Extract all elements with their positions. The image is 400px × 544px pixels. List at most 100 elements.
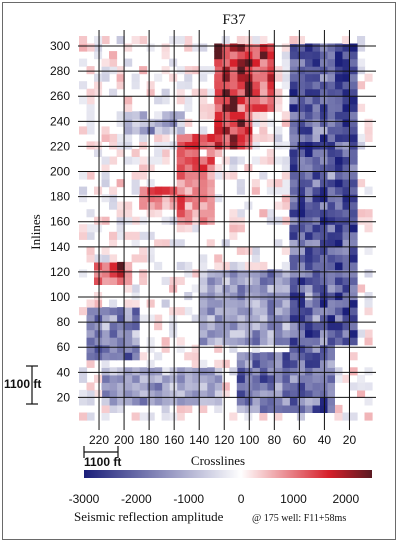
heatmap-cell [139, 382, 148, 391]
heatmap-cell [266, 209, 275, 218]
heatmap-cell [184, 43, 193, 52]
heatmap-cell [214, 254, 223, 263]
heatmap-cell [296, 359, 305, 368]
heatmap-cell [259, 118, 268, 127]
heatmap-cell [94, 254, 103, 263]
heatmap-cell [176, 261, 185, 270]
heatmap-cell [349, 261, 358, 270]
heatmap-cell [86, 118, 95, 127]
heatmap-cell [236, 103, 245, 112]
heatmap-cell [296, 367, 305, 376]
heatmap-cell [176, 224, 185, 233]
heatmap-cell [341, 284, 350, 293]
heatmap-cell [341, 58, 350, 67]
heatmap-cell [349, 292, 358, 301]
heatmap-cell [154, 261, 163, 270]
heatmap-cell [184, 389, 193, 398]
heatmap-cell [221, 66, 230, 75]
heatmap-cell [229, 292, 238, 301]
heatmap-cell [184, 201, 193, 210]
heatmap-cell [274, 73, 283, 82]
heatmap-cell [184, 148, 193, 157]
heatmap-cell [229, 307, 238, 316]
heatmap-cell [311, 344, 320, 353]
heatmap-cell [229, 96, 238, 105]
heatmap-cell [154, 239, 163, 248]
heatmap-cell [199, 292, 208, 301]
heatmap-cell [251, 66, 260, 75]
heatmap-cell [289, 103, 298, 112]
heatmap-cell [191, 269, 200, 278]
heatmap-cell [274, 307, 283, 316]
heatmap-cell [236, 73, 245, 82]
heatmap-cell [266, 148, 275, 157]
heatmap-cell [199, 314, 208, 323]
heatmap-cell [236, 43, 245, 52]
heatmap-cell [341, 224, 350, 233]
heatmap-cell [341, 96, 350, 105]
heatmap-cell [131, 81, 140, 90]
heatmap-cell [311, 337, 320, 346]
heatmap-cell [221, 103, 230, 112]
heatmap-cell [251, 329, 260, 338]
heatmap-cell [131, 412, 140, 421]
heatmap-cell [304, 58, 313, 67]
heatmap-cell [214, 382, 223, 391]
heatmap-cell [131, 171, 140, 180]
heatmap-cell [221, 382, 230, 391]
heatmap-cell [94, 81, 103, 90]
heatmap-cell [289, 239, 298, 248]
heatmap-cell [311, 397, 320, 406]
heatmap-cell [199, 397, 208, 406]
y-tick-label: 80 [57, 315, 71, 329]
heatmap-cell [221, 133, 230, 142]
heatmap-cell [334, 224, 343, 233]
heatmap-cell [341, 276, 350, 285]
heatmap-cell [304, 239, 313, 248]
heatmap-cell [214, 404, 223, 413]
heatmap-cell [206, 156, 215, 165]
heatmap-cell [319, 103, 328, 112]
heatmap-cell [326, 66, 335, 75]
heatmap-cell [296, 148, 305, 157]
heatmap-cell [259, 367, 268, 376]
heatmap-cell [146, 344, 155, 353]
heatmap-cell [319, 404, 328, 413]
heatmap-cell [109, 133, 118, 142]
heatmap-cell [221, 73, 230, 82]
y-tick-label: 220 [50, 139, 70, 153]
heatmap-cell [131, 36, 140, 45]
vertical-scale-bar: 1100 ft [4, 365, 41, 405]
heatmap-cell [184, 73, 193, 82]
heatmap-cell [304, 374, 313, 383]
heatmap-cell [304, 389, 313, 398]
heatmap-cell [131, 186, 140, 195]
heatmap-cell [199, 171, 208, 180]
heatmap-cell [109, 374, 118, 383]
heatmap-cell [326, 58, 335, 67]
heatmap-cell [259, 96, 268, 105]
heatmap-cell [251, 382, 260, 391]
heatmap-cell [146, 88, 155, 97]
heatmap-cell [357, 133, 366, 142]
heatmap-cell [131, 329, 140, 338]
heatmap-cell [244, 201, 253, 210]
heatmap-cell [101, 156, 110, 165]
heatmap-cell [109, 51, 118, 60]
heatmap-cell [319, 194, 328, 203]
heatmap-cell [357, 209, 366, 218]
heatmap-cell [154, 133, 163, 142]
heatmap-cell [184, 118, 193, 127]
heatmap-cell [116, 179, 125, 188]
heatmap-cell [176, 111, 185, 120]
heatmap-cell [266, 73, 275, 82]
heatmap-cell [357, 179, 366, 188]
heatmap-cell [79, 43, 88, 52]
heatmap-cell [304, 276, 313, 285]
heatmap-cell [289, 322, 298, 331]
heatmap-cell [296, 389, 305, 398]
heatmap-cell [131, 179, 140, 188]
heatmap-cell [357, 81, 366, 90]
heatmap-cell [349, 133, 358, 142]
heatmap-cell [221, 284, 230, 293]
